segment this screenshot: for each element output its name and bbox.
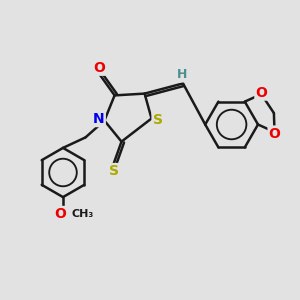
Text: N: N <box>93 112 105 126</box>
Text: S: S <box>109 164 119 178</box>
Text: O: O <box>93 61 105 75</box>
Text: O: O <box>54 207 66 221</box>
Text: O: O <box>255 85 267 100</box>
Text: S: S <box>152 113 163 127</box>
Text: O: O <box>268 127 280 140</box>
Text: CH₃: CH₃ <box>71 209 94 219</box>
Text: H: H <box>177 68 188 82</box>
